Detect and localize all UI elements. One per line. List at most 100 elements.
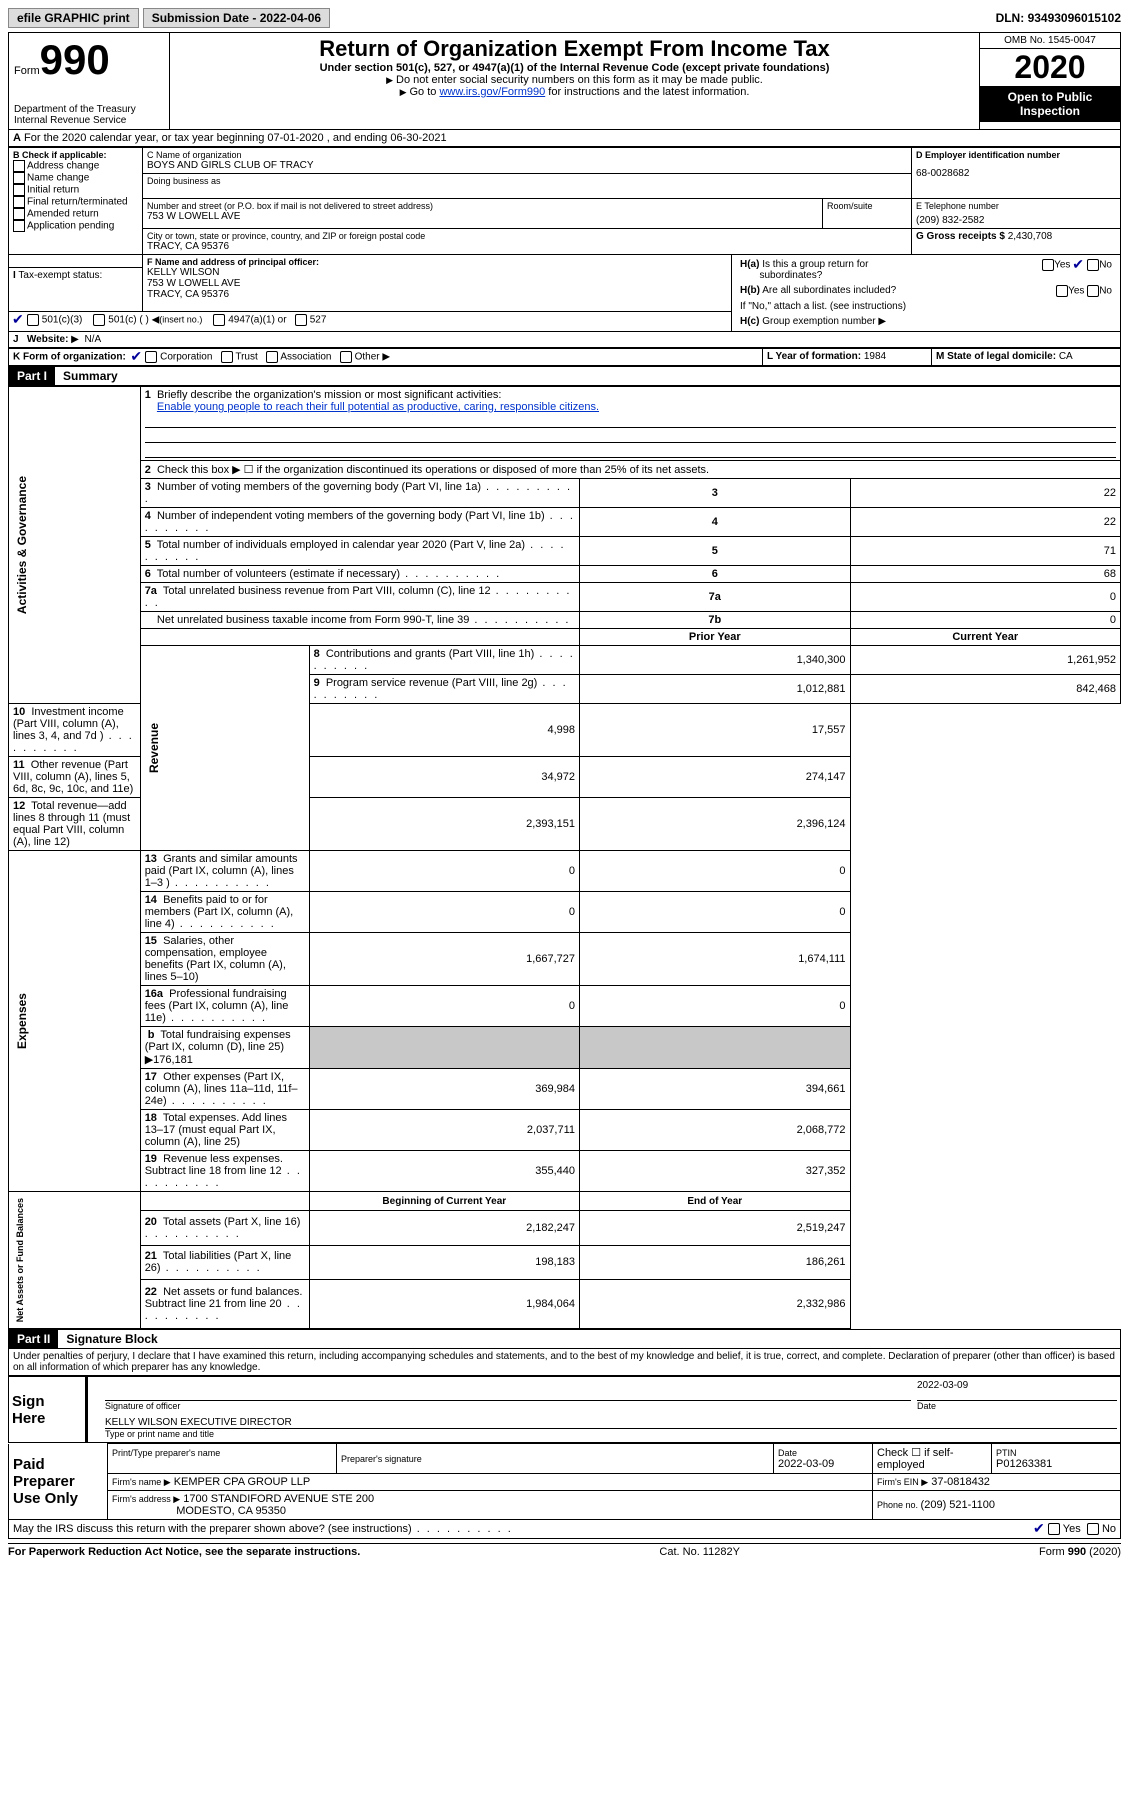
form990-link[interactable]: www.irs.gov/Form990 (439, 86, 545, 98)
form-org-label: K Form of organization: (13, 352, 126, 363)
rt: Total fundraising expenses (Part IX, col… (145, 1029, 291, 1066)
discuss-row: May the IRS discuss this return with the… (8, 1520, 1121, 1539)
rn: 9 (314, 677, 320, 689)
box-i-opts: 501(c)(3) 501(c) ( ) ◀(insert no.) 4947(… (9, 311, 732, 331)
rc: 2,332,986 (580, 1280, 850, 1329)
q2-text: Check this box ▶ ☐ if the organization d… (157, 464, 709, 476)
ein-label: D Employer identification number (916, 150, 1116, 160)
paid-prep-label: Paid Preparer Use Only (9, 1444, 108, 1520)
rt: Contributions and grants (Part VIII, lin… (314, 648, 575, 672)
form-box: Form990 Department of the Treasury Inter… (9, 33, 170, 130)
entity-info-table: B Check if applicable: Address change Na… (8, 147, 1121, 255)
prep-check: Check ☐ if self-employed (873, 1444, 992, 1474)
box-e: E Telephone number (209) 832-2582 (912, 199, 1121, 229)
rt: Total assets (Part X, line 16) (145, 1216, 301, 1240)
officer-name-value: KELLY WILSON EXECUTIVE DIRECTOR (105, 1417, 1117, 1429)
footer: For Paperwork Reduction Act Notice, see … (8, 1543, 1121, 1558)
line-a-text: For the 2020 calendar year, or tax year … (24, 132, 447, 144)
rt: Revenue less expenses. Subtract line 18 … (145, 1153, 302, 1189)
opt-assoc: Association (280, 352, 331, 363)
efile-button[interactable]: efile GRAPHIC print (8, 8, 139, 28)
gross-value: 2,430,708 (1008, 231, 1053, 242)
rc: 6 (580, 566, 850, 583)
rn: 21 (145, 1250, 157, 1262)
footer-mid: Cat. No. 11282Y (659, 1546, 740, 1558)
rn: 5 (145, 539, 151, 551)
addr-value: 753 W LOWELL AVE (147, 211, 818, 222)
rn: 17 (145, 1071, 157, 1083)
rv: 22 (850, 508, 1121, 537)
instruct-2-prefix: Go to (409, 86, 439, 98)
part2-title: Signature Block (58, 1332, 157, 1346)
box-b-label: B Check if applicable: (13, 150, 138, 160)
firm-addr2: MODESTO, CA 95350 (176, 1505, 286, 1517)
rn: 19 (145, 1153, 157, 1165)
city-value: TRACY, CA 95376 (147, 241, 907, 252)
rp: 198,183 (309, 1245, 579, 1280)
rc: 1,674,111 (580, 933, 850, 986)
rp-shaded (309, 1027, 579, 1069)
instruct-2-suffix: for instructions and the latest informat… (545, 86, 749, 98)
perjury-text: Under penalties of perjury, I declare th… (8, 1349, 1121, 1376)
dba-label: Doing business as (147, 176, 907, 186)
rp: 2,037,711 (309, 1110, 579, 1151)
box-c-addr: Number and street (or P.O. box if mail i… (143, 199, 823, 229)
line-a: A For the 2020 calendar year, or tax yea… (8, 130, 1121, 147)
rn: 12 (13, 800, 25, 812)
opt-corp: Corporation (160, 352, 212, 363)
rn: 14 (145, 894, 157, 906)
rn: 22 (145, 1286, 157, 1298)
firm-addr-label: Firm's address ▶ (112, 1494, 180, 1504)
officer-addr2: TRACY, CA 95376 (147, 289, 727, 300)
opt-4947: 4947(a)(1) or (228, 314, 286, 325)
rt: Total number of individuals employed in … (145, 539, 566, 563)
ha-yes: Yes (1054, 260, 1070, 271)
box-c-name: C Name of organization BOYS AND GIRLS CL… (143, 148, 912, 174)
discuss-yes: Yes (1063, 1523, 1081, 1535)
sign-table: Sign Here Signature of officer 2022-03-0… (8, 1376, 1121, 1443)
website-label: Website: (27, 334, 69, 345)
rn: 15 (145, 935, 157, 947)
submission-label: Submission Date - (152, 11, 260, 25)
prep-date: 2022-03-09 (778, 1458, 868, 1470)
rc: 3 (580, 479, 850, 508)
rp: 2,393,151 (309, 798, 579, 851)
rc: 186,261 (580, 1245, 850, 1280)
part1-header: Part I (9, 367, 55, 385)
part1-header-row: Part I Summary (8, 366, 1121, 386)
box-i-label: I Tax-exempt status: (9, 267, 143, 311)
form-label: Form (14, 65, 40, 77)
officer-addr1: 753 W LOWELL AVE (147, 278, 727, 289)
page-title: Return of Organization Exempt From Incom… (175, 36, 974, 62)
rn: 11 (13, 759, 25, 771)
box-b-opt: Application pending (13, 220, 138, 232)
phone-value: (209) 832-2582 (916, 215, 1116, 226)
rt: Benefits paid to or for members (Part IX… (145, 894, 294, 930)
instruct-2: Go to www.irs.gov/Form990 for instructio… (175, 86, 974, 98)
prep-name-label: Print/Type preparer's name (112, 1448, 332, 1458)
hb-yes: Yes (1068, 286, 1084, 297)
officer-name-label: Type or print name and title (105, 1429, 1117, 1439)
org-name-label: C Name of organization (147, 150, 907, 160)
rn: 18 (145, 1112, 157, 1124)
rp: 4,998 (309, 704, 579, 757)
city-label: City or town, state or province, country… (147, 231, 907, 241)
box-b: B Check if applicable: Address change Na… (9, 148, 143, 255)
mission-line (145, 428, 1116, 443)
rp: 1,984,064 (309, 1280, 579, 1329)
rc: 327,352 (580, 1151, 850, 1192)
rp: 0 (309, 892, 579, 933)
opt-501c3: 501(c)(3) (42, 314, 83, 325)
q1-text[interactable]: Enable young people to reach their full … (157, 401, 599, 413)
rp: 0 (309, 851, 579, 892)
submission-button[interactable]: Submission Date - 2022-04-06 (143, 8, 330, 28)
rn: 6 (145, 568, 151, 580)
rv: 71 (850, 537, 1121, 566)
rn: 20 (145, 1216, 157, 1228)
rc: 1,261,952 (850, 646, 1121, 675)
website-value: N/A (84, 334, 101, 345)
rc: 842,468 (850, 675, 1121, 704)
discuss-text: May the IRS discuss this return with the… (13, 1523, 513, 1535)
addr-label: Number and street (or P.O. box if mail i… (147, 201, 818, 211)
title-box: Return of Organization Exempt From Incom… (170, 33, 980, 130)
